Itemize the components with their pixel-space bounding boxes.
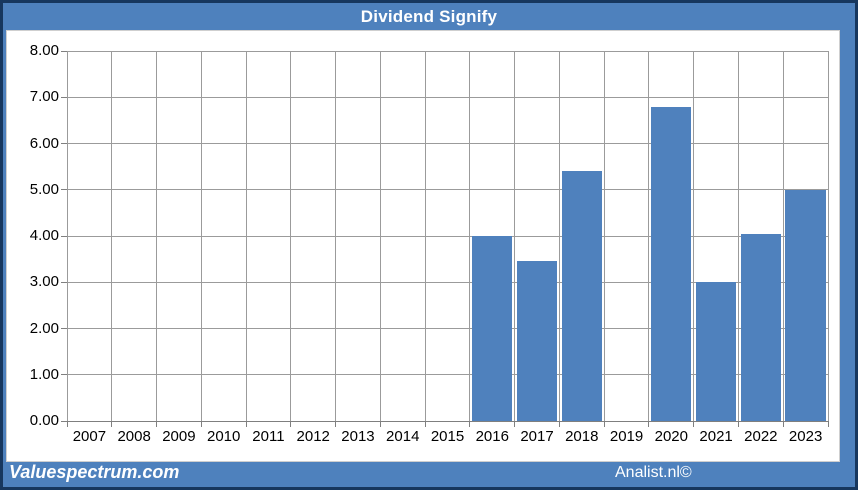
y-tick-label: 5.00 [29,180,59,198]
x-axis-tick [111,421,113,427]
x-tick-label: 2010 [206,428,241,445]
y-tick-label: 7.00 [29,88,59,106]
x-gridline [335,51,337,421]
x-axis-tick [514,421,516,427]
x-axis-tick [737,421,739,427]
analist-credit: Analist.nl© [615,464,692,481]
y-axis-tick [61,96,67,98]
bar-2022 [740,233,781,421]
x-gridline [379,51,381,421]
y-tick-label: 0.00 [29,412,59,429]
x-tick-label: 2007 [72,428,107,445]
y-axis-tick [61,143,67,144]
x-axis-tick [335,421,337,427]
x-axis-tick [648,421,650,427]
x-tick-label: 2014 [386,428,420,445]
x-gridline [424,51,426,421]
x-axis-tick [200,421,202,427]
x-gridline [782,51,784,421]
x-gridline [603,51,605,421]
x-tick-label: 2018 [565,428,599,445]
y-gridline [67,189,828,191]
y-tick-label: 3.00 [29,273,59,291]
x-tick-label: 2012 [296,428,330,445]
bar-2016 [472,236,513,421]
x-axis-tick [469,421,471,427]
y-gridline [67,328,828,329]
x-tick-label: 2019 [609,428,644,445]
x-gridline [648,51,650,421]
x-gridline [156,51,158,421]
x-gridline [200,51,202,421]
x-gridline [827,51,829,421]
y-gridline [67,50,828,52]
y-tick-label: 1.00 [29,365,59,383]
y-axis-tick [61,281,67,283]
y-axis-tick [61,374,67,376]
x-axis-tick [424,421,426,427]
x-tick-label: 2011 [252,428,285,445]
y-tick-label: 4.00 [29,227,59,244]
y-axis-tick [61,235,67,237]
y-gridline [67,143,828,144]
x-axis-tick [782,421,784,427]
x-tick-label: 2016 [475,428,509,445]
y-gridline [67,374,828,376]
x-tick-label: 2021 [699,428,733,445]
bar-2023 [785,189,826,421]
chart-panel: 0.00 1.00 2.00 3.00 4.00 5.00 6.00 7.00 8.00 2007… [6,30,840,462]
x-tick-label: 2023 [788,428,823,445]
x-gridline [558,51,560,421]
x-axis-tick [827,421,829,427]
x-gridline [737,51,739,421]
x-tick-label: 2020 [654,428,688,445]
x-axis-tick [379,421,381,427]
x-gridline [245,51,247,421]
bar-2017 [516,261,558,421]
bar-2018 [561,171,602,421]
x-gridline [693,51,695,421]
x-tick-label: 2015 [430,428,465,445]
x-tick-label: 2008 [117,428,151,445]
x-gridline [469,51,471,421]
bar-2021 [695,282,737,421]
x-axis-tick [290,421,292,427]
chart-title: Dividend Signify [360,7,498,26]
x-axis-line [67,420,828,422]
y-gridline [67,96,828,98]
y-gridline [67,281,828,283]
x-tick-label: 2013 [341,428,375,445]
y-axis-tick [61,420,67,422]
valuespectrum-brand: Valuespectrum.com [9,462,180,482]
x-tick-label: 2009 [162,428,196,445]
x-axis-tick [66,421,68,427]
x-gridline [514,51,516,421]
x-axis-tick [693,421,695,427]
x-gridline [290,51,292,421]
x-axis-tick [245,421,247,427]
x-gridline [66,51,68,421]
y-gridline [67,235,828,237]
x-axis-tick [558,421,560,427]
y-axis-tick [61,50,67,52]
y-tick-label: 8.00 [29,42,59,59]
x-axis-tick [156,421,158,427]
x-tick-label: 2022 [744,428,778,445]
y-axis-tick [61,328,67,329]
y-axis-tick [61,189,67,191]
x-tick-label: 2017 [520,428,554,445]
y-tick-label: 2.00 [29,319,59,337]
x-gridline [111,51,113,421]
x-axis-tick [603,421,605,427]
bar-2020 [651,106,692,421]
plot-area: 0.00 1.00 2.00 3.00 4.00 5.00 6.00 7.00 8.00 2007… [7,31,839,461]
y-tick-label: 6.00 [29,134,59,152]
